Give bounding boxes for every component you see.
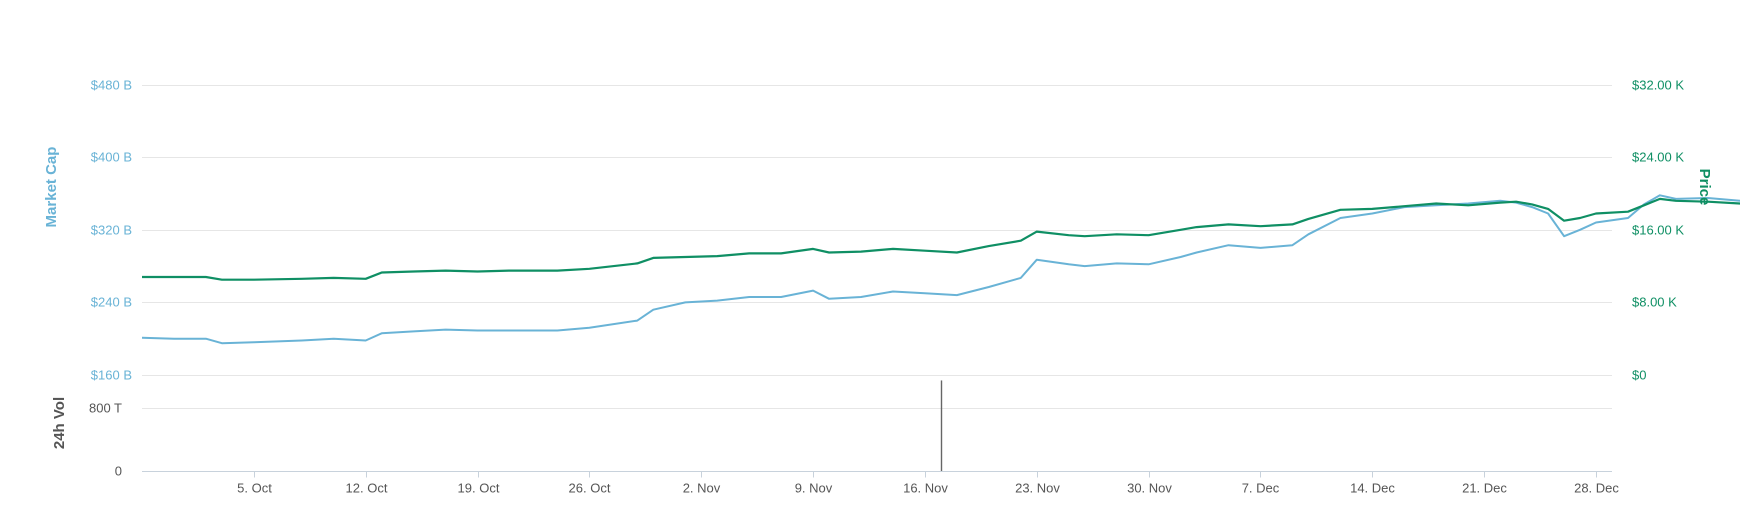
y-right-tick-label: $24.00 K bbox=[1632, 150, 1684, 165]
x-tick-label: 9. Nov bbox=[795, 481, 833, 496]
market_cap-line bbox=[141, 194, 1740, 345]
x-tick-label: 5. Oct bbox=[237, 481, 272, 496]
x-tick-label: 7. Dec bbox=[1242, 481, 1280, 496]
y-axis-right-title: Price bbox=[1696, 169, 1713, 206]
x-tick-label: 30. Nov bbox=[1127, 481, 1172, 496]
x-tick-label: 23. Nov bbox=[1015, 481, 1060, 496]
x-tick-label: 26. Oct bbox=[569, 481, 611, 496]
y-axis-right: $0 $8.00 K $16.00 K $24.00 K $32.00 K bbox=[1632, 78, 1684, 383]
y-left-tick-label: $160 B bbox=[91, 368, 132, 383]
price-line bbox=[142, 197, 1740, 281]
y-right-tick-label: $32.00 K bbox=[1632, 78, 1684, 93]
series-group bbox=[141, 194, 1740, 471]
x-tick-label: 14. Dec bbox=[1350, 481, 1395, 496]
y-axis-left-title: Market Cap bbox=[43, 147, 60, 228]
x-tick-label: 28. Dec bbox=[1574, 481, 1619, 496]
x-tick-label: 21. Dec bbox=[1462, 481, 1507, 496]
y-axis-volume-title: 24h Vol bbox=[51, 397, 68, 449]
y-axis-left: $160 B $240 B $320 B $400 B $480 B bbox=[91, 78, 132, 383]
y-left-tick-label: $320 B bbox=[91, 223, 132, 238]
y-right-tick-label: $0 bbox=[1632, 368, 1646, 383]
y-axis-volume: 0 800 T bbox=[89, 401, 122, 479]
gridlines bbox=[142, 85, 1612, 409]
y-volume-tick-label: 800 T bbox=[89, 401, 122, 416]
y-left-tick-label: $400 B bbox=[91, 150, 132, 165]
y-right-tick-label: $8.00 K bbox=[1632, 295, 1677, 310]
x-axis: 5. Oct 12. Oct 19. Oct 26. Oct 2. Nov 9. Nov 1… bbox=[142, 471, 1619, 496]
y-right-tick-label: $16.00 K bbox=[1632, 223, 1684, 238]
x-tick-label: 2. Nov bbox=[683, 481, 721, 496]
y-left-tick-label: $480 B bbox=[91, 78, 132, 93]
x-tick-label: 16. Nov bbox=[903, 481, 948, 496]
x-tick-label: 19. Oct bbox=[458, 481, 500, 496]
y-left-tick-label: $240 B bbox=[91, 295, 132, 310]
x-tick-label: 12. Oct bbox=[346, 481, 388, 496]
y-volume-tick-label: 0 bbox=[115, 464, 122, 479]
